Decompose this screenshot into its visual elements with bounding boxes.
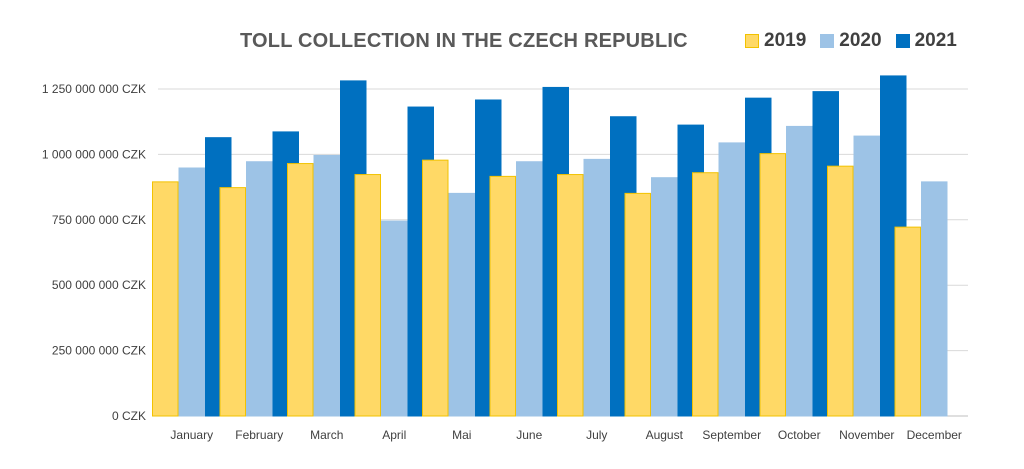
legend-swatch-2021: [895, 34, 910, 48]
bar-2020-november: [853, 135, 880, 417]
bar-2020-september: [718, 142, 745, 417]
bar-2020-december: [921, 181, 948, 417]
x-tick-label: December: [907, 428, 962, 442]
bar-2020-february: [246, 161, 273, 417]
x-tick-label: October: [778, 428, 821, 442]
chart-title: TOLL COLLECTION IN THE CZECH REPUBLIC: [240, 30, 688, 52]
legend-label-2020: 2020: [839, 30, 882, 51]
y-tick-label: 250 000 000 CZK: [52, 344, 146, 358]
bar-2019-june: [489, 175, 516, 417]
legend-swatch-2019: [745, 34, 759, 48]
legend-item-2020: 2020: [820, 30, 882, 52]
bar-2020-march: [313, 154, 340, 417]
x-tick-label: June: [516, 428, 542, 442]
x-tick-label: January: [170, 428, 213, 442]
legend-swatch-2020: [820, 34, 835, 48]
bar-2019-october: [759, 153, 786, 417]
y-tick-label: 1 250 000 000 CZK: [42, 82, 146, 96]
x-tick-label: November: [839, 428, 894, 442]
bar-2020-october: [786, 125, 813, 417]
legend-item-2021: 2021: [895, 30, 957, 52]
y-tick-label: 1 000 000 000 CZK: [42, 147, 146, 161]
bar-2019-september: [692, 172, 719, 417]
legend-label-2019: 2019: [764, 30, 807, 51]
bar-2019-mai: [422, 159, 449, 417]
x-tick-label: March: [310, 428, 343, 442]
x-tick-label: July: [586, 428, 607, 442]
bar-2019-december: [894, 226, 921, 417]
bar-2019-january: [152, 181, 179, 417]
bar-2020-mai: [448, 192, 475, 417]
bar-2020-july: [583, 158, 610, 417]
bar-2019-february: [219, 187, 246, 417]
x-tick-label: September: [702, 428, 761, 442]
bar-2019-november: [827, 165, 854, 417]
x-tick-label: April: [382, 428, 406, 442]
bar-2020-april: [381, 220, 408, 417]
x-tick-label: February: [235, 428, 283, 442]
bar-2019-august: [624, 192, 651, 417]
bar-2020-august: [651, 177, 678, 417]
legend: 2019 2020 2021: [745, 30, 971, 52]
legend-label-2021: 2021: [914, 30, 957, 51]
bar-2019-july: [557, 174, 584, 417]
x-tick-label: Mai: [452, 428, 471, 442]
y-tick-label: 500 000 000 CZK: [52, 278, 146, 292]
y-tick-label: 750 000 000 CZK: [52, 213, 146, 227]
bar-2020-january: [178, 167, 205, 417]
x-tick-label: August: [646, 428, 684, 442]
bar-2019-april: [354, 174, 381, 417]
y-tick-label: 0 CZK: [112, 409, 146, 423]
bar-2020-june: [516, 161, 543, 417]
legend-item-2019: 2019: [745, 30, 806, 52]
bar-2019-march: [287, 163, 314, 417]
